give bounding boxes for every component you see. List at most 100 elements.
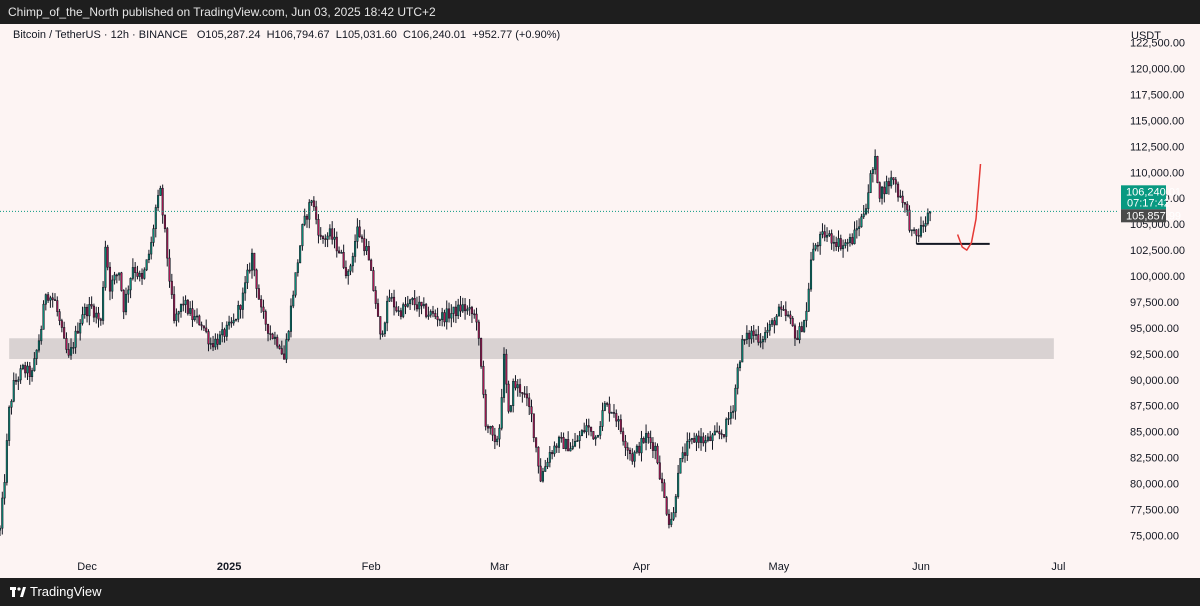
candle-body <box>271 333 274 339</box>
candle-body <box>406 303 409 307</box>
candle-body <box>464 304 467 312</box>
candle-body <box>280 348 283 355</box>
candle-body <box>741 339 744 363</box>
candle-body <box>255 269 258 289</box>
candlestick-chart[interactable]: 75,000.00 77,500.00 80,000.00 82,500.00 85,0… <box>0 24 1200 578</box>
candle-body <box>876 156 879 183</box>
candle-body <box>546 461 549 467</box>
candle-body <box>276 336 279 347</box>
candle-body <box>535 437 538 448</box>
candle-body <box>619 419 622 432</box>
candle-body <box>757 334 760 343</box>
ohlc-close: C106,240.01 <box>403 29 466 41</box>
candle-body <box>477 321 480 339</box>
price-tick-label: 115,000.00 <box>1130 115 1184 127</box>
price-tick-label: 80,000.00 <box>1130 478 1179 490</box>
candle-body <box>800 326 803 332</box>
candle-body <box>908 209 911 231</box>
candle-body <box>429 311 432 316</box>
candle-body <box>47 294 50 301</box>
candle-body <box>452 306 455 314</box>
candle-body <box>853 229 856 245</box>
candle-body <box>484 394 487 427</box>
candle-body <box>63 327 66 339</box>
candle-body <box>99 318 102 321</box>
candle-body <box>681 452 684 459</box>
candle-body <box>807 288 810 312</box>
candle-body <box>200 324 203 327</box>
candle-body <box>869 173 872 194</box>
candle-body <box>37 340 40 351</box>
candle-body <box>198 315 201 326</box>
candle-body <box>553 445 556 455</box>
projection-drawing[interactable] <box>956 163 982 251</box>
candle-body <box>136 272 139 277</box>
candle-body <box>505 353 508 385</box>
candle-body <box>134 267 137 273</box>
candle-body <box>312 200 315 208</box>
time-tick-label: May <box>769 561 790 573</box>
candle-body <box>354 241 357 257</box>
candle-body <box>113 274 116 281</box>
candle-body <box>759 341 762 344</box>
brand-name: TradingView <box>30 584 102 599</box>
currency-label[interactable]: USDT <box>1131 30 1161 42</box>
candle-body <box>649 437 652 443</box>
candle-body <box>773 320 776 326</box>
candle-body <box>454 306 457 317</box>
candle-body <box>571 445 574 449</box>
candle-body <box>532 413 535 438</box>
time-axis-layer: Dec 2025 Feb Mar Apr May Jun Jul <box>77 561 1065 573</box>
candle-body <box>594 436 597 440</box>
candle-body <box>878 182 881 199</box>
candle-body <box>205 327 208 332</box>
candle-body <box>917 234 920 237</box>
candle-body <box>161 187 164 216</box>
support-zone[interactable] <box>9 338 1054 360</box>
candle-body <box>761 339 764 343</box>
candle-body <box>890 177 893 187</box>
drawings-layer <box>0 163 1118 251</box>
candle-body <box>480 337 483 367</box>
candle-body <box>777 306 780 317</box>
tradingview-brand[interactable]: TradingView <box>10 584 102 599</box>
price-tick-label: 85,000.00 <box>1130 427 1179 439</box>
candle-body <box>871 169 874 174</box>
candle-body <box>583 430 586 433</box>
candle-body <box>706 436 709 441</box>
price-tick-label: 77,500.00 <box>1130 504 1179 516</box>
candle-body <box>919 225 923 237</box>
candle-body <box>379 316 382 335</box>
chart-area[interactable]: 75,000.00 77,500.00 80,000.00 82,500.00 85,0… <box>0 24 1200 578</box>
candle-body <box>31 370 34 377</box>
candle-body <box>404 304 407 307</box>
candle-body <box>693 438 696 443</box>
candle-body <box>51 297 54 300</box>
candle-body <box>447 308 451 319</box>
candle-body <box>830 233 833 244</box>
candle-body <box>805 310 808 321</box>
candle-body <box>709 436 712 442</box>
candle-body <box>860 216 863 228</box>
candle-body <box>725 418 728 437</box>
candle-body <box>56 300 59 312</box>
price-axis-bg[interactable] <box>1118 24 1200 578</box>
candle-body <box>129 278 132 291</box>
candle-body <box>716 430 719 433</box>
candle-body <box>28 365 31 377</box>
candle-body <box>596 434 599 438</box>
candle-body <box>539 465 542 482</box>
candle-body <box>580 430 583 437</box>
candle-body <box>846 242 849 244</box>
candle-body <box>809 259 813 290</box>
candle-body <box>903 202 906 205</box>
candle-body <box>537 446 540 467</box>
candle-body <box>457 304 460 317</box>
candle-body <box>897 183 900 198</box>
candle-body <box>317 219 320 236</box>
candle-body <box>622 431 625 442</box>
candle-body <box>702 436 705 444</box>
candle-body <box>555 445 558 448</box>
candle-body <box>922 225 925 227</box>
price-tick-label: 87,500.00 <box>1130 401 1179 413</box>
